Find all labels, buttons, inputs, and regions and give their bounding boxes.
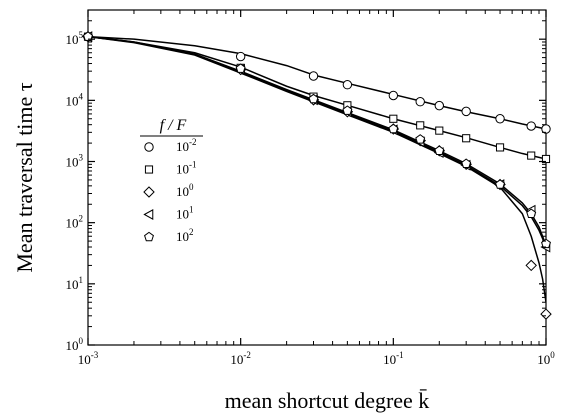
data-point-square — [527, 151, 536, 160]
x-tick-label-base: 10 — [78, 352, 91, 367]
x-tick-label-base: 10 — [537, 352, 550, 367]
x-ticks-group: 10-3 10-2 10-1 100 — [78, 10, 555, 367]
data-point-square — [416, 121, 425, 130]
data-point-pentagon — [434, 145, 445, 155]
x-tick-label-exponent: -2 — [243, 350, 251, 360]
legend-label: 10-2 — [176, 137, 197, 154]
x-tick-label: 10-1 — [383, 350, 404, 367]
y-tick-label: 102 — [66, 214, 84, 231]
legend-label-exponent: 1 — [189, 205, 194, 215]
legend-label-exponent: 2 — [189, 227, 194, 237]
data-point-square — [541, 154, 551, 164]
legend-title: f / F — [160, 117, 187, 134]
x-tick-label-exponent: -1 — [396, 350, 404, 360]
y-tick-label-exponent: 5 — [79, 30, 84, 40]
y-axis-title: Mean traversal time τ — [12, 82, 37, 272]
y-tick-label-base: 10 — [66, 338, 79, 353]
fit-curve-triangle-left — [88, 35, 546, 248]
data-point-pentagon — [526, 208, 537, 218]
legend-label-base: 10 — [176, 139, 189, 154]
legend-marker-circle — [144, 142, 154, 152]
y-tick-label-base: 10 — [66, 93, 79, 108]
y-tick-label-base: 10 — [66, 155, 79, 170]
data-point-circle — [308, 71, 319, 81]
y-tick-label: 100 — [66, 336, 84, 353]
data-point-diamond — [525, 259, 537, 272]
data-point-square — [389, 114, 398, 123]
legend-marker-square — [144, 165, 154, 174]
data-point-circle — [235, 51, 246, 62]
y-tick-label-base: 10 — [66, 32, 79, 47]
legend-label: 10-1 — [176, 160, 197, 177]
data-point-pentagon — [235, 63, 246, 73]
data-point-pentagon — [495, 179, 506, 189]
legend-label-exponent: -1 — [189, 160, 197, 170]
data-point-pentagon — [83, 31, 93, 41]
y-tick-label-exponent: 4 — [79, 91, 84, 101]
data-point-diamond — [540, 308, 552, 320]
legend-marker-diamond — [143, 186, 155, 198]
legend-label-base: 10 — [176, 162, 189, 177]
legend-marker-triangle-left — [143, 209, 154, 220]
x-axis-title: mean shortcut degree k̄ — [225, 388, 430, 413]
fit-curve-circle — [88, 35, 546, 130]
data-point-pentagon — [415, 134, 426, 144]
data-point-pentagon — [461, 158, 472, 168]
legend-label-base: 10 — [176, 229, 189, 244]
x-tick-label-exponent: -3 — [91, 350, 99, 360]
x-tick-label: 10-3 — [78, 350, 99, 367]
legend-label-base: 10 — [176, 207, 189, 222]
x-tick-label: 10-2 — [230, 350, 251, 367]
data-point-circle — [388, 90, 399, 101]
x-tick-label-base: 10 — [383, 352, 396, 367]
data-point-circle — [434, 100, 444, 111]
legend-label: 100 — [176, 182, 194, 199]
y-tick-label: 105 — [66, 30, 84, 47]
y-tick-label-exponent: 3 — [79, 153, 84, 163]
plot-frame — [87, 9, 547, 346]
legend-label-exponent: -2 — [189, 137, 197, 147]
y-tick-label: 103 — [66, 153, 84, 170]
y-tick-label: 104 — [66, 91, 84, 108]
legend-label: 101 — [176, 205, 194, 222]
data-point-square — [435, 126, 444, 135]
data-point-pentagon — [342, 105, 353, 115]
x-tick-label-exponent: 0 — [550, 350, 555, 360]
y-tick-label: 101 — [66, 275, 84, 292]
y-tick-label-exponent: 2 — [79, 214, 84, 224]
x-tick-label-base: 10 — [230, 352, 243, 367]
y-tick-label-base: 10 — [66, 216, 79, 231]
data-point-circle — [495, 114, 505, 124]
data-point-circle — [461, 106, 471, 117]
data-point-circle — [415, 97, 425, 107]
y-tick-label-exponent: 1 — [79, 275, 84, 285]
data-point-circle — [342, 80, 353, 90]
data-point-circle — [526, 121, 536, 131]
data-point-square — [495, 143, 505, 152]
legend-label: 102 — [176, 227, 194, 244]
x-tick-label: 100 — [537, 350, 555, 367]
y-tick-label-base: 10 — [66, 277, 79, 292]
legend-marker-pentagon — [144, 231, 154, 242]
data-point-pentagon — [308, 93, 319, 104]
legend-label-base: 10 — [176, 184, 189, 199]
data-point-pentagon — [388, 123, 399, 134]
plot-frame-group — [87, 9, 547, 346]
data-point-square — [462, 134, 471, 143]
y-tick-label-exponent: 0 — [79, 336, 84, 346]
markers-group — [82, 30, 552, 320]
legend-label-exponent: 0 — [189, 182, 194, 192]
